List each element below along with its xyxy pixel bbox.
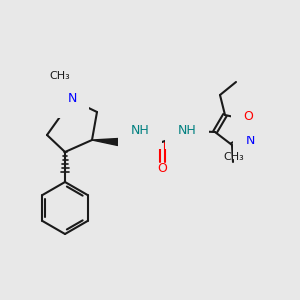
Polygon shape (92, 139, 118, 145)
Text: NH: NH (130, 124, 149, 136)
Text: NH: NH (178, 124, 196, 136)
Text: CH₃: CH₃ (224, 152, 244, 162)
Text: O: O (157, 163, 167, 176)
Text: N: N (67, 92, 77, 106)
Text: CH₃: CH₃ (50, 71, 70, 81)
Text: O: O (243, 110, 253, 124)
Text: N: N (245, 134, 255, 146)
